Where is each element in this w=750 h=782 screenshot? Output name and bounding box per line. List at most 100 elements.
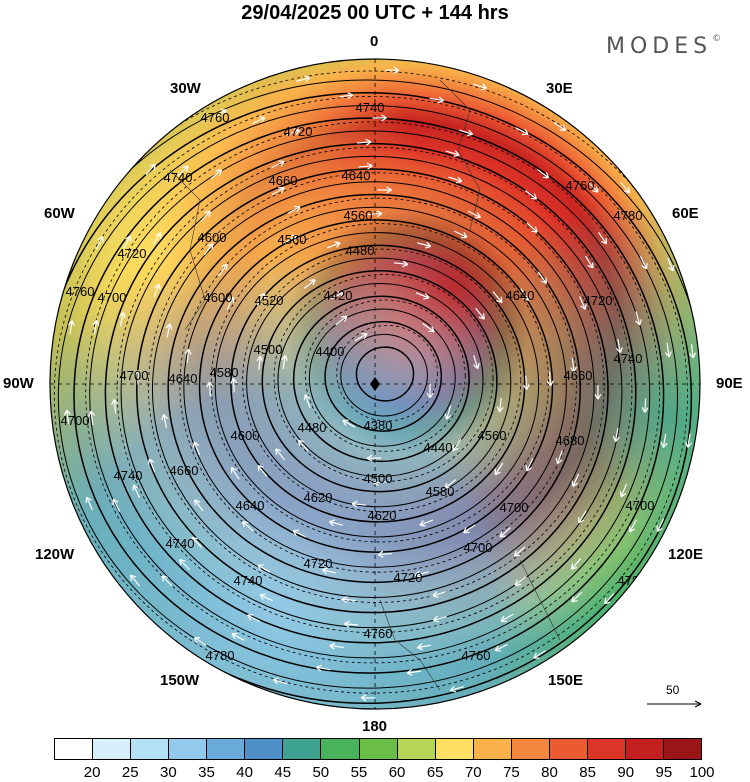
wind-arrow [292, 529, 306, 538]
wind-arrow [329, 642, 344, 650]
wind-arrow [366, 454, 382, 462]
wind-arrow [88, 410, 96, 426]
wind-arrow [570, 358, 577, 373]
lon-label-90e: 90E [716, 375, 743, 392]
lon-label-60w: 60W [44, 205, 75, 222]
contour-line [277, 283, 484, 477]
wind-arrow [444, 405, 452, 420]
contour-line-dashed [242, 248, 522, 513]
wind-arrow [354, 333, 368, 342]
contour-label: 4560 [478, 428, 507, 443]
wind-arrow [191, 536, 202, 548]
contour-label: 4780 [614, 208, 643, 223]
wind-arrow [426, 384, 434, 399]
wind-arrow [161, 414, 169, 429]
geopotential-contours [50, 70, 700, 709]
colorbar-tick-label: 70 [464, 764, 482, 781]
wind-arrow [259, 593, 273, 602]
contour-line-dashed [116, 146, 633, 634]
contour-label: 4740 [234, 573, 263, 588]
contour-label: 4700 [626, 498, 655, 513]
wind-arrow [685, 433, 693, 448]
wind-arrow [449, 685, 464, 693]
wind-arrow [330, 291, 344, 300]
contour-line [308, 308, 456, 447]
wind-arrow [360, 694, 376, 702]
wind-arrow [473, 355, 480, 370]
wind-arrow [145, 163, 156, 176]
wind-arrow [335, 315, 348, 326]
contour-line [89, 130, 651, 659]
contour-line [214, 232, 540, 538]
contour-label: 4740 [614, 351, 643, 366]
coastline [519, 559, 561, 641]
wind-arrow [664, 342, 672, 358]
wind-arrow [287, 205, 301, 214]
contour-labels: 4740 4760 4720 4740 4660 4640 4560 4760 4780 4720… [61, 100, 655, 663]
wind-arrow [372, 478, 388, 486]
wind-arrow [448, 176, 463, 184]
colorbar-tick-label: 85 [579, 764, 596, 781]
contour-label: 4600 [204, 290, 233, 305]
contour-label: 4720 [118, 246, 147, 261]
contour-label: 4660 [269, 173, 298, 188]
colorbar-cell [511, 739, 550, 759]
wind-arrow [123, 235, 132, 249]
wind-arrow [472, 83, 487, 91]
colorbar-cell [93, 739, 132, 759]
contour-label: 4500 [254, 342, 283, 357]
pole-marker [370, 377, 380, 391]
contour-line [198, 219, 554, 553]
contour-line [73, 117, 665, 674]
colorbar-tick-label: 25 [121, 764, 139, 781]
contour-label: 4700 [464, 540, 493, 555]
contour-label: 4640 [236, 498, 265, 513]
coastline [169, 169, 206, 331]
colorbar-cell [131, 739, 170, 759]
wind-arrow [256, 292, 266, 306]
wind-arrow [147, 458, 156, 473]
wind-arrow [118, 311, 126, 327]
wind-arrow [522, 375, 530, 391]
wind-arrow [393, 260, 409, 268]
wind-arrow [494, 462, 504, 476]
wind-arrow [358, 162, 373, 170]
wind-arrow [242, 521, 254, 532]
chart-title: 29/04/2025 00 UTC + 144 hrs [241, 2, 509, 24]
wind-arrow [444, 479, 457, 489]
contour-label: 4420 [324, 288, 353, 303]
wind-arrow [584, 255, 594, 269]
contour-label: 4640 [342, 168, 371, 183]
wind-arrow [546, 371, 554, 387]
lon-label-180: 180 [362, 718, 388, 735]
wind-arrow [415, 292, 430, 300]
brand-name: MODES [606, 34, 713, 59]
colorbar-tick-label: 75 [503, 764, 520, 781]
wind-arrow [326, 241, 341, 249]
contour-label: 4740 [164, 170, 193, 185]
wind-arrow [367, 210, 383, 218]
wind-arrow [206, 381, 214, 397]
wind-arrow [257, 464, 268, 477]
wind-arrow [578, 510, 587, 524]
reference-vector [647, 700, 702, 708]
wind-arrow [475, 307, 485, 320]
wind-arrow [463, 524, 476, 534]
wind-arrow [297, 439, 309, 451]
wind-arrow [384, 66, 400, 74]
colorbar-cell [207, 739, 246, 759]
wind-arrow [256, 355, 264, 371]
wind-arrow [372, 114, 387, 122]
lon-label-0: 0 [370, 33, 379, 50]
contour-label: 4760 [462, 648, 491, 663]
contour-label: 4760 [66, 284, 95, 299]
contour-label: 4560 [344, 208, 373, 223]
colorbar-cell [397, 739, 436, 759]
wind-arrow [459, 129, 474, 137]
wind-arrow [328, 519, 343, 527]
map-border [49, 58, 701, 710]
contour-label: 4760 [364, 626, 393, 641]
wind-arrow [429, 96, 444, 104]
wind-arrow [587, 181, 599, 193]
lon-label-30e: 30E [546, 80, 573, 97]
